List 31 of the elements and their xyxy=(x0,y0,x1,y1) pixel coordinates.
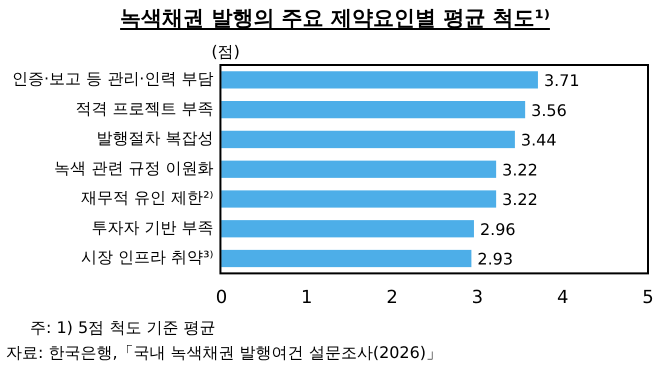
y-tick-label: 녹색 관련 규정 이원화 xyxy=(54,158,214,178)
x-tick-label: 4 xyxy=(556,286,568,308)
data-label: 3.71 xyxy=(544,71,580,90)
y-tick-label: 인증·보고 등 관리·인력 부담 xyxy=(12,69,214,88)
bar xyxy=(221,71,538,89)
x-tick-label: 3 xyxy=(472,286,484,308)
x-tick-label: 2 xyxy=(386,286,398,308)
bar xyxy=(221,190,496,208)
y-tick-label: 시장 인프라 취약³⁾ xyxy=(80,248,214,267)
data-label: 3.22 xyxy=(502,190,538,210)
y-tick-label: 재무적 유인 제한²⁾ xyxy=(80,188,214,208)
bar xyxy=(221,250,472,268)
bar xyxy=(221,160,496,178)
x-tick-label: 1 xyxy=(301,286,312,308)
data-label: 3.56 xyxy=(531,100,567,120)
text: 자료: 한국은행,「국내 녹색채권 발행여건 설문조사(2026)」 xyxy=(6,343,442,364)
text: 주: 1) 5점 척도 기준 평균 xyxy=(30,318,216,339)
data-label: 2.93 xyxy=(477,250,514,269)
bar xyxy=(221,101,526,118)
chart-title: 녹색채권 발행의 주요 제약요인별 평균 척도¹⁾ xyxy=(120,6,550,30)
y-tick-label: 적격 프로젝트 부족 xyxy=(75,98,214,118)
bar xyxy=(221,130,515,148)
data-label: 3.22 xyxy=(502,160,538,180)
x-tick-label: 5 xyxy=(642,286,654,308)
y-tick-label: 발행절차 복잡성 xyxy=(96,128,214,148)
x-tick-label: 0 xyxy=(216,286,228,308)
bar xyxy=(221,220,474,238)
data-label: 3.44 xyxy=(520,130,557,150)
x-axis-title: (점) xyxy=(211,42,240,62)
data-label: 2.96 xyxy=(480,220,516,239)
y-tick-label: 투자자 기반 부족 xyxy=(91,218,214,237)
